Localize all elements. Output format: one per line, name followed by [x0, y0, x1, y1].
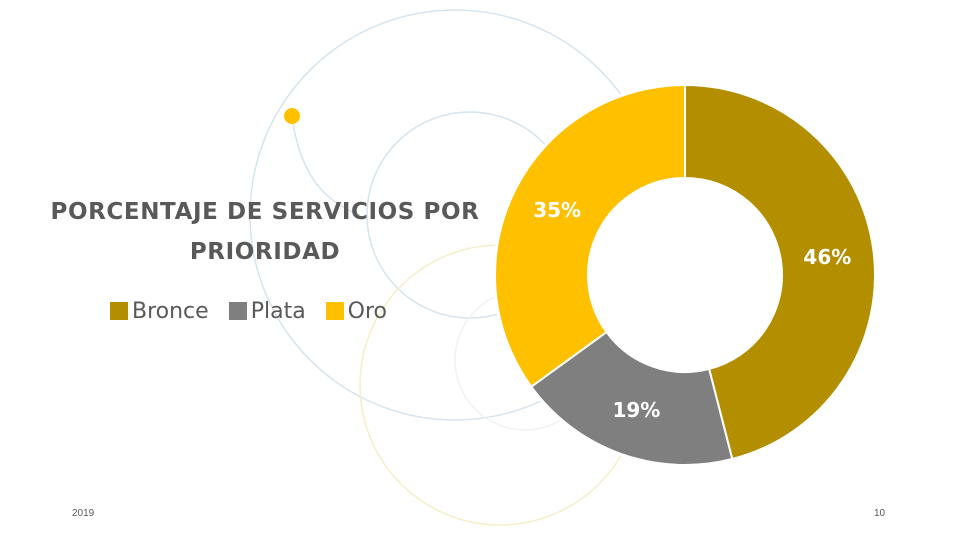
legend-label-plata: Plata [250, 298, 306, 324]
legend-item-plata: Plata [228, 298, 306, 324]
chart-legend: Bronce Plata Oro [110, 294, 407, 328]
donut-chart: 46% 19% 35% [493, 83, 877, 467]
legend-label-bronce: Bronce [132, 298, 209, 324]
chart-title: PORCENTAJE DE SERVICIOS POR PRIORIDAD [50, 199, 480, 265]
legend-item-bronce: Bronce [110, 299, 209, 324]
footer-year: 2019 [72, 508, 95, 519]
data-label-bronce: 46% [803, 245, 851, 269]
legend-swatch-plata [228, 302, 247, 320]
legend-item-oro: Oro [325, 298, 388, 324]
decor-yellow-dot [284, 108, 300, 124]
footer-page-number: 10 [874, 508, 886, 519]
donut-slice-bronce [684, 83, 876, 461]
data-label-plata: 19% [612, 398, 660, 422]
legend-swatch-bronce [110, 302, 128, 320]
data-label-oro: 35% [533, 198, 581, 222]
decor-connector-line [291, 117, 361, 216]
legend-label-oro: Oro [347, 298, 388, 324]
donut-slice-plata [529, 330, 734, 466]
donut-slice-oro [494, 83, 686, 389]
legend-swatch-oro [325, 302, 344, 320]
